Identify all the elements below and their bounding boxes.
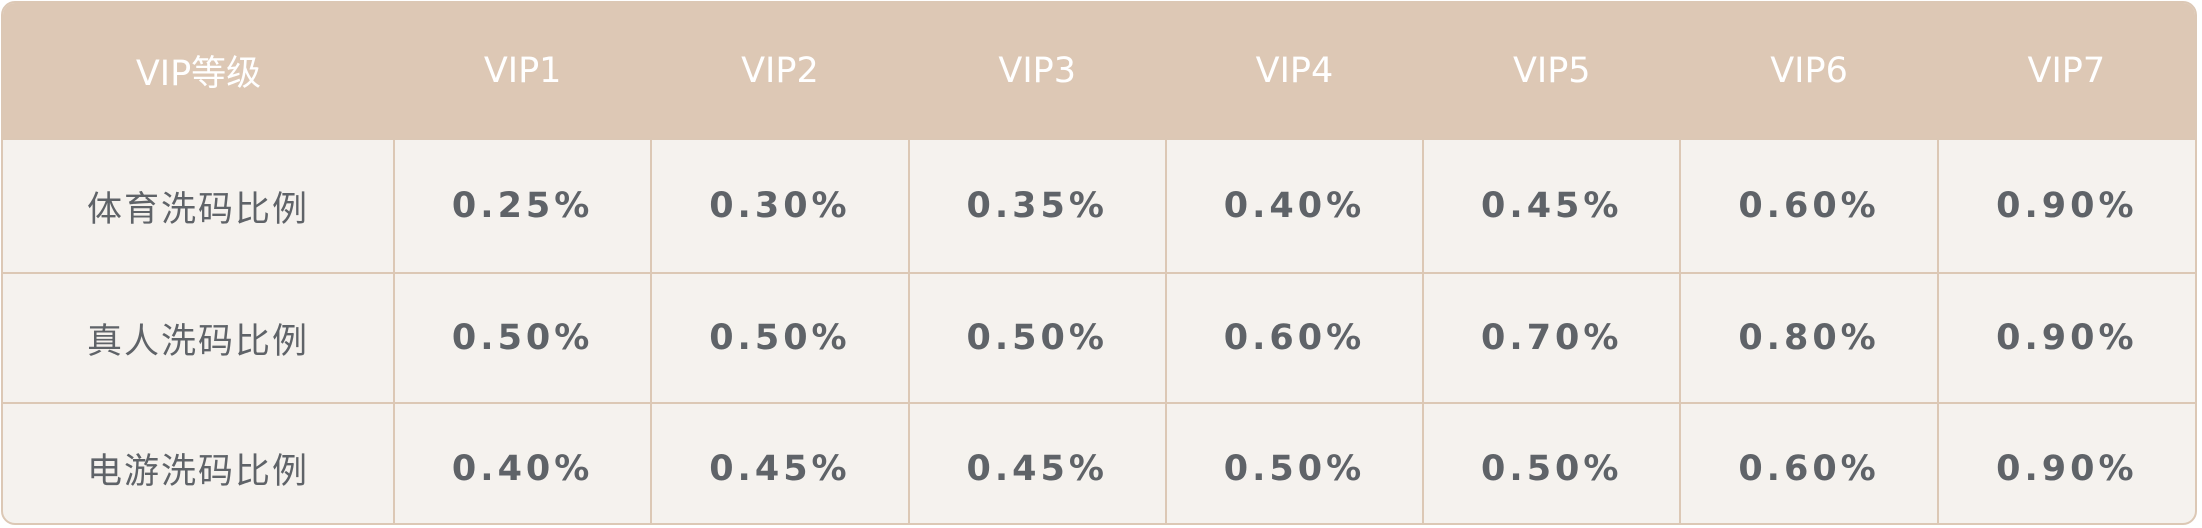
table-cell: 0.25% (392, 138, 652, 273)
header-vip1: VIP1 (483, 50, 562, 91)
table-cell: 0.50% (392, 272, 652, 403)
table-row-live: 真人洗码比例 0.50% 0.50% 0.50% 0.60% 0.70% 0.8… (3, 272, 2195, 403)
header-vip3: VIP3 (998, 50, 1077, 91)
table-cell: 0.50% (650, 272, 909, 403)
header-vip6: VIP6 (1770, 50, 1848, 91)
table-row-sports: 体育洗码比例 0.25% 0.30% 0.35% 0.40% 0.45% 0.6… (3, 138, 2195, 273)
table-cell: 0.90% (1936, 402, 2195, 523)
table-cell: 0.30% (650, 138, 909, 273)
row-label: 真人洗码比例 (3, 272, 394, 403)
header-vip5: VIP5 (1512, 50, 1591, 91)
header-row: VIP等级 VIP1 VIP2 VIP3 VIP4 VIP5 VIP6 VIP7 (3, 3, 2195, 139)
table-cell: 0.90% (1936, 138, 2195, 273)
row-label: 体育洗码比例 (3, 138, 394, 273)
table-cell: 0.70% (1422, 272, 1681, 403)
table-cell: 0.80% (1679, 272, 1938, 403)
header-vip4: VIP4 (1255, 50, 1334, 91)
table-cell: 0.90% (1936, 272, 2195, 403)
table-cell: 0.50% (907, 272, 1166, 403)
rebate-rate-table: VIP等级 VIP1 VIP2 VIP3 VIP4 VIP5 VIP6 VIP7… (3, 3, 2195, 523)
table-cell: 0.60% (1679, 402, 1938, 523)
table-cell: 0.50% (1164, 402, 1424, 523)
table-body: 体育洗码比例 0.25% 0.30% 0.35% 0.40% 0.45% 0.6… (3, 138, 2195, 523)
table-cell: 0.45% (650, 402, 909, 523)
table-cell: 0.40% (392, 402, 652, 523)
header-vip-level: VIP等级 (135, 54, 262, 94)
table-cell: 0.45% (1422, 138, 1681, 273)
table-cell: 0.60% (1679, 138, 1938, 273)
header-vip2: VIP2 (741, 50, 819, 91)
table-cell: 0.40% (1164, 138, 1424, 273)
table-cell: 0.35% (907, 138, 1166, 273)
header-vip7: VIP7 (2027, 50, 2106, 91)
table-header: VIP等级 VIP1 VIP2 VIP3 VIP4 VIP5 VIP6 VIP7 (3, 3, 2195, 139)
table-cell: 0.45% (907, 402, 1166, 523)
table-cell: 0.60% (1164, 272, 1424, 403)
table-row-slots: 电游洗码比例 0.40% 0.45% 0.45% 0.50% 0.50% 0.6… (3, 402, 2195, 523)
table-cell: 0.50% (1422, 402, 1681, 523)
row-label: 电游洗码比例 (3, 402, 394, 523)
